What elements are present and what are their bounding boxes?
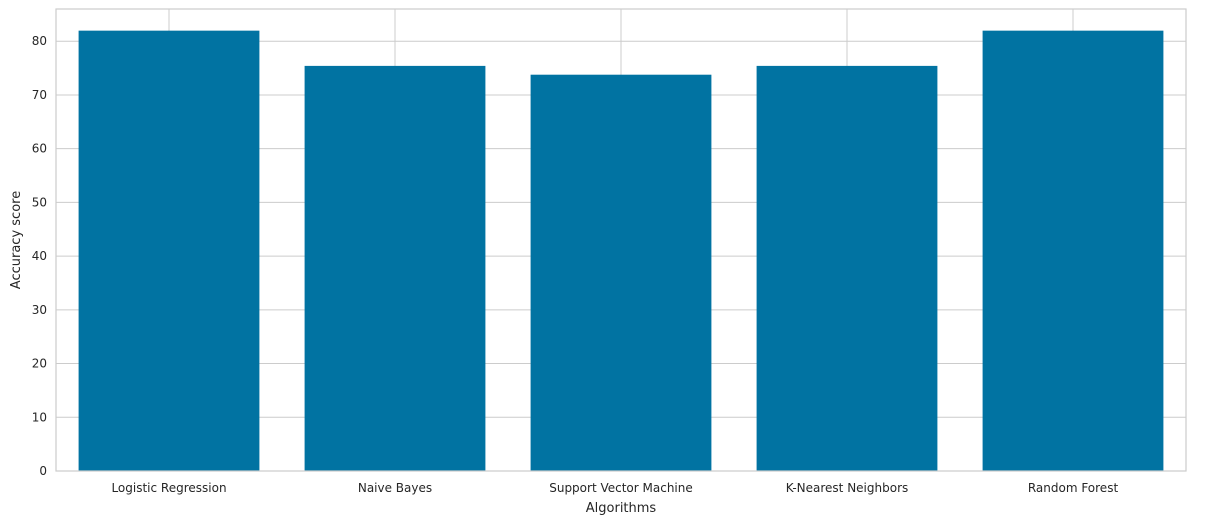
bars [78, 30, 1164, 472]
bar [982, 30, 1164, 471]
bar [530, 74, 712, 472]
y-tick-label: 50 [32, 195, 47, 209]
bar [304, 65, 486, 471]
y-tick-label: 40 [32, 249, 47, 263]
x-tick-label: Naive Bayes [358, 481, 432, 495]
x-tick-label: Logistic Regression [111, 481, 226, 495]
x-tick-labels: Logistic Regression Naive Bayes Support Ve… [111, 481, 1118, 495]
x-tick-label: Support Vector Machine [549, 481, 693, 495]
y-tick-label: 0 [39, 464, 47, 478]
y-axis-label: Accuracy score [9, 191, 24, 289]
bar [756, 65, 938, 471]
y-tick-label: 30 [32, 303, 47, 317]
x-axis-label: Algorithms [586, 501, 657, 516]
y-tick-label: 70 [32, 88, 47, 102]
y-tick-label: 10 [32, 410, 47, 424]
y-tick-labels: 0 10 20 30 40 50 60 70 80 [32, 34, 47, 478]
y-tick-label: 80 [32, 34, 47, 48]
x-tick-label: K-Nearest Neighbors [786, 481, 909, 495]
y-tick-label: 60 [32, 142, 47, 156]
y-tick-label: 20 [32, 357, 47, 371]
axes-frame [55, 8, 1187, 472]
bar [78, 30, 260, 471]
x-tick-label: Random Forest [1028, 481, 1119, 495]
